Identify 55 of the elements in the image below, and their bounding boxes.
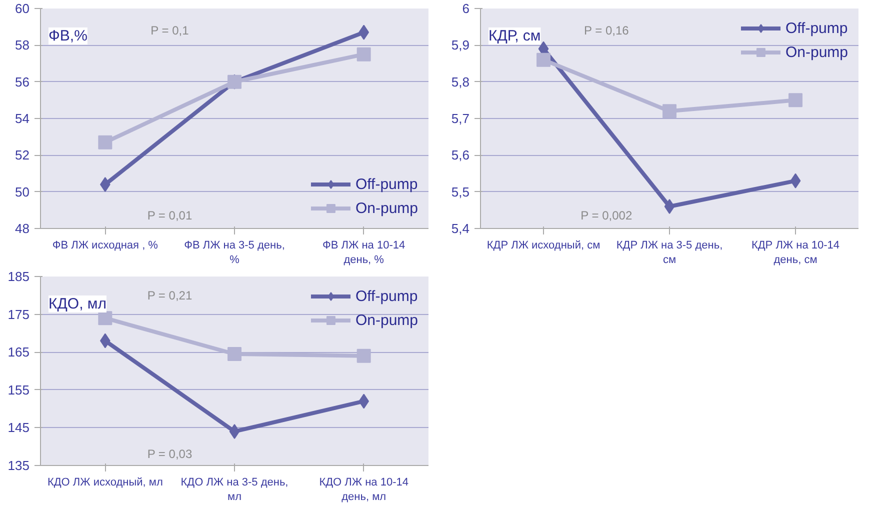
- x-tick-label: КДО ЛЖ на 10-14 день, мл: [319, 476, 408, 503]
- legend-label: On-pump: [355, 200, 418, 216]
- annotation: P = 0,16: [584, 24, 630, 38]
- annotation: P = 0,002: [580, 208, 632, 222]
- x-tick-label: ФВ ЛЖ на 3-5 день, %: [184, 240, 285, 266]
- x-tick-label: ФВ ЛЖ на 10-14 день, %: [322, 240, 406, 266]
- y-tick-label: 155: [8, 382, 30, 398]
- x-tick-label: КДР ЛЖ на 10-14 день, см: [751, 240, 840, 266]
- legend-label: Off-pump: [355, 176, 418, 192]
- y-tick-label: 60: [15, 1, 30, 16]
- legend-label: Off-pump: [785, 20, 848, 36]
- y-tick-label: 135: [8, 458, 30, 473]
- y-tick-label: 145: [8, 420, 30, 436]
- point: [662, 104, 676, 118]
- x-tick-label: КДО ЛЖ на 3-5 день, мл: [180, 476, 288, 503]
- annotation: P = 0,21: [147, 288, 192, 302]
- text: КДО, мл: [48, 296, 106, 312]
- point: [356, 348, 371, 363]
- y-tick-label: 48: [15, 221, 30, 236]
- y-tick-label: 185: [8, 269, 30, 284]
- annotation: P = 0,01: [147, 208, 192, 222]
- point: [536, 52, 550, 67]
- x-tick-label: КДР ЛЖ на 3-5 день, см: [616, 240, 723, 266]
- x-tick-label: КДР ЛЖ исходный, см: [486, 240, 600, 252]
- x-tick-label: ФВ ЛЖ исходная , %: [52, 240, 158, 252]
- annotation: P = 0,03: [147, 447, 192, 462]
- y-tick-label: 50: [15, 184, 30, 200]
- y-tick-label: 5,5: [451, 184, 470, 200]
- text: КДР, см: [488, 28, 541, 44]
- y-tick-label: 5,4: [451, 221, 470, 236]
- legend-label: On-pump: [355, 312, 418, 328]
- y-tick-label: 52: [15, 148, 30, 163]
- point: [228, 346, 242, 361]
- annotation: P = 0,1: [150, 24, 190, 38]
- point: [356, 47, 371, 62]
- point: [98, 311, 112, 326]
- y-tick-label: 165: [8, 344, 30, 360]
- text: ФВ,%: [48, 28, 88, 44]
- point: [664, 199, 675, 214]
- y-tick-label: 5,8: [451, 74, 470, 90]
- y-tick-label: 175: [8, 306, 30, 322]
- y-tick-label: 56: [15, 74, 30, 90]
- y-tick-label: 5,7: [451, 111, 470, 126]
- legend-label: On-pump: [785, 44, 848, 60]
- x-tick-label: КДО ЛЖ исходный, мл: [47, 476, 163, 488]
- y-tick-label: 54: [15, 111, 30, 126]
- y-tick-label: 5,6: [451, 148, 470, 163]
- y-tick-label: 58: [15, 38, 30, 53]
- point: [98, 135, 112, 150]
- y-tick-label: 6: [462, 1, 470, 16]
- legend-label: Off-pump: [355, 288, 418, 304]
- point: [229, 424, 240, 439]
- y-tick-label: 5,9: [451, 38, 470, 53]
- point: [790, 173, 801, 188]
- point: [788, 93, 802, 108]
